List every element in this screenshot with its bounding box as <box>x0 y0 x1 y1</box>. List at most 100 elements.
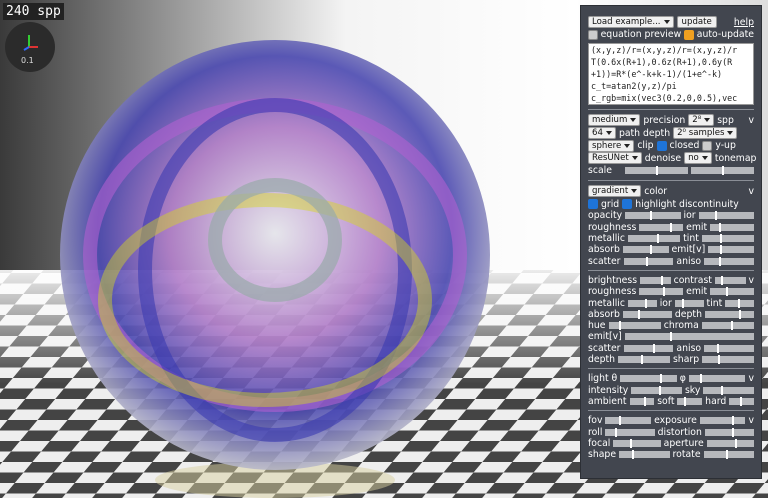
code-line: c_t=atan2(y,z)/pi <box>591 81 677 92</box>
collapse-toggle[interactable]: v <box>748 373 754 385</box>
slider[interactable] <box>714 275 746 285</box>
slider[interactable] <box>629 396 655 406</box>
slider[interactable] <box>704 309 755 319</box>
slider[interactable] <box>622 309 672 319</box>
slider[interactable] <box>605 416 652 426</box>
slider[interactable] <box>620 374 677 384</box>
slider-label: exposure <box>654 415 697 427</box>
slider[interactable] <box>674 298 704 308</box>
slider[interactable] <box>640 275 671 285</box>
label: denoise <box>644 152 682 164</box>
slider[interactable] <box>605 427 655 437</box>
slider[interactable] <box>608 321 661 331</box>
slider-row: scatter aniso <box>588 256 754 267</box>
slider[interactable] <box>729 396 755 406</box>
slider-label: chroma <box>663 320 699 332</box>
slider[interactable] <box>704 343 754 353</box>
label: auto-update <box>696 29 754 41</box>
label: color <box>644 185 668 197</box>
label: highlight discontinuity <box>635 198 739 210</box>
spp-counter: 240 spp <box>3 3 64 20</box>
slider-label: roll <box>588 426 603 438</box>
slider[interactable] <box>627 298 657 308</box>
slider[interactable] <box>688 374 746 384</box>
select[interactable]: sphere <box>588 139 635 152</box>
slider-row: absorb emit[v] <box>588 244 754 255</box>
slider[interactable] <box>625 211 681 221</box>
slider[interactable] <box>703 385 754 395</box>
collapse-toggle[interactable]: v <box>748 114 754 126</box>
checkbox[interactable] <box>588 199 598 210</box>
slider-row: ambient soft hard <box>588 395 755 407</box>
slider[interactable] <box>690 166 754 176</box>
checkbox[interactable] <box>702 140 713 151</box>
slider-label: aniso <box>676 342 702 354</box>
collapse-toggle[interactable]: v <box>748 274 755 286</box>
slider[interactable] <box>623 256 674 266</box>
slider-row: emit[v] <box>588 331 754 342</box>
select[interactable]: 2⁸ <box>688 114 715 127</box>
slider[interactable] <box>619 450 670 460</box>
slider-label: tint <box>683 233 699 245</box>
slider-label: roughness <box>588 221 637 233</box>
slider[interactable] <box>613 438 661 448</box>
slider[interactable] <box>703 450 755 460</box>
slider[interactable] <box>701 321 754 331</box>
slider[interactable] <box>631 385 682 395</box>
slider[interactable] <box>725 298 755 308</box>
slider[interactable] <box>701 234 755 244</box>
slider[interactable] <box>704 256 754 266</box>
select[interactable]: medium <box>588 114 641 127</box>
slider[interactable] <box>708 245 754 255</box>
slider[interactable] <box>699 416 746 426</box>
slider[interactable] <box>698 211 755 221</box>
checkbox[interactable] <box>622 199 633 210</box>
slider[interactable] <box>618 355 670 365</box>
select[interactable]: gradient <box>588 185 642 198</box>
help-link[interactable]: help <box>733 16 754 28</box>
slider-label: sky <box>684 384 701 396</box>
slider-label: soft <box>657 395 675 407</box>
update-button[interactable]: update <box>676 16 717 29</box>
slider-row: intensity sky <box>588 385 754 396</box>
slider[interactable] <box>627 234 681 244</box>
shadow <box>155 462 395 498</box>
slider-label: rotate <box>672 449 701 461</box>
slider-row: opacity ior <box>588 210 755 221</box>
select[interactable]: no <box>684 152 712 165</box>
slider[interactable] <box>624 332 754 342</box>
select[interactable]: ResUNet <box>588 152 642 165</box>
separator <box>588 368 754 370</box>
select[interactable]: 2⁰ samples <box>673 127 738 140</box>
collapse-toggle[interactable]: v <box>748 185 754 197</box>
separator <box>588 269 754 271</box>
label: y-up <box>715 140 736 152</box>
collapse-toggle[interactable]: v <box>748 415 754 427</box>
slider[interactable] <box>623 343 674 353</box>
slider-label: emit <box>686 221 708 233</box>
equation-editor[interactable]: (x,y,z)/r=(x,y,z)/r=(x,y,z)/r T(0.6x(R+1)… <box>588 43 754 106</box>
slider[interactable] <box>639 222 684 232</box>
slider[interactable] <box>710 287 754 297</box>
slider[interactable] <box>704 427 754 437</box>
slider-label: ior <box>659 297 672 309</box>
slider[interactable] <box>706 438 754 448</box>
slider[interactable] <box>624 166 688 176</box>
slider-label: light θ <box>588 373 618 385</box>
slider-label: distortion <box>657 426 702 438</box>
example-select[interactable]: Load example... <box>588 16 674 29</box>
select[interactable]: 64 <box>588 127 616 140</box>
slider[interactable] <box>677 396 703 406</box>
checkbox[interactable] <box>656 140 667 151</box>
slider-row: fov exposure v <box>588 415 754 426</box>
slider[interactable] <box>702 355 755 365</box>
slider[interactable] <box>622 245 669 255</box>
checkbox[interactable] <box>684 29 694 40</box>
checkbox[interactable] <box>588 29 598 40</box>
slider-label: depth <box>588 354 616 366</box>
code-line: T(0.6x(R+1),0.6z(R+1),0.6y(R <box>591 57 733 68</box>
slider[interactable] <box>710 222 754 232</box>
code-line: +1))=R*(e^-k+k-1)/(1+e^-k) <box>591 69 723 80</box>
slider[interactable] <box>639 287 684 297</box>
slider-label: scatter <box>588 255 621 267</box>
